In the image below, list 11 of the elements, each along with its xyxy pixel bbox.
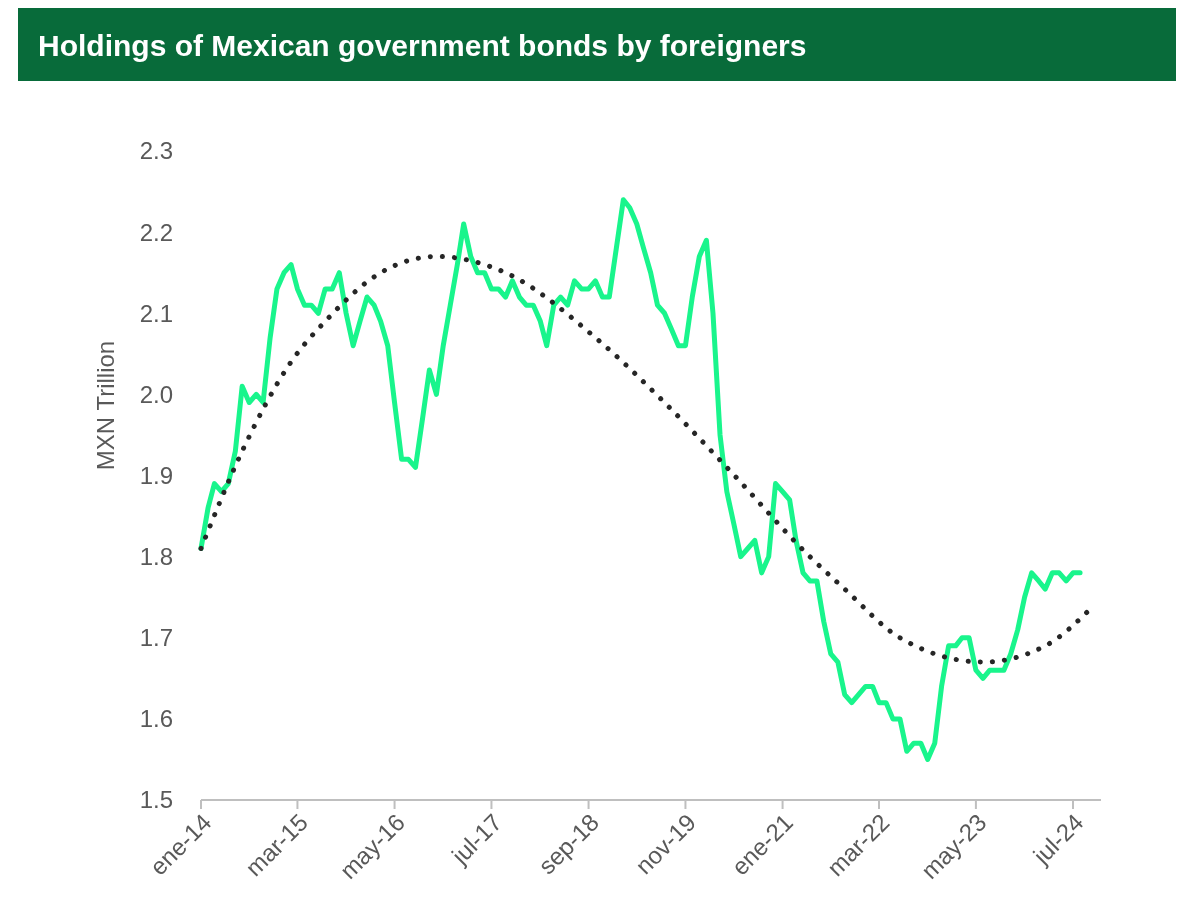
y-tick-label: 1.8 — [139, 543, 173, 571]
y-tick-label: 2.1 — [139, 299, 173, 327]
y-tick-label: 1.7 — [139, 624, 173, 652]
y-tick-label: 1.9 — [139, 461, 173, 489]
y-tick-label: 1.5 — [139, 786, 173, 814]
y-tick-label: 2.0 — [139, 380, 173, 408]
y-axis-title: MXN Trillion — [92, 340, 119, 471]
chart-title: Holdings of Mexican government bonds by foreigners — [38, 29, 807, 62]
y-tick-label: 1.6 — [139, 705, 173, 733]
y-tick-label: 2.2 — [139, 218, 173, 246]
y-tick-label: 2.3 — [139, 137, 173, 165]
